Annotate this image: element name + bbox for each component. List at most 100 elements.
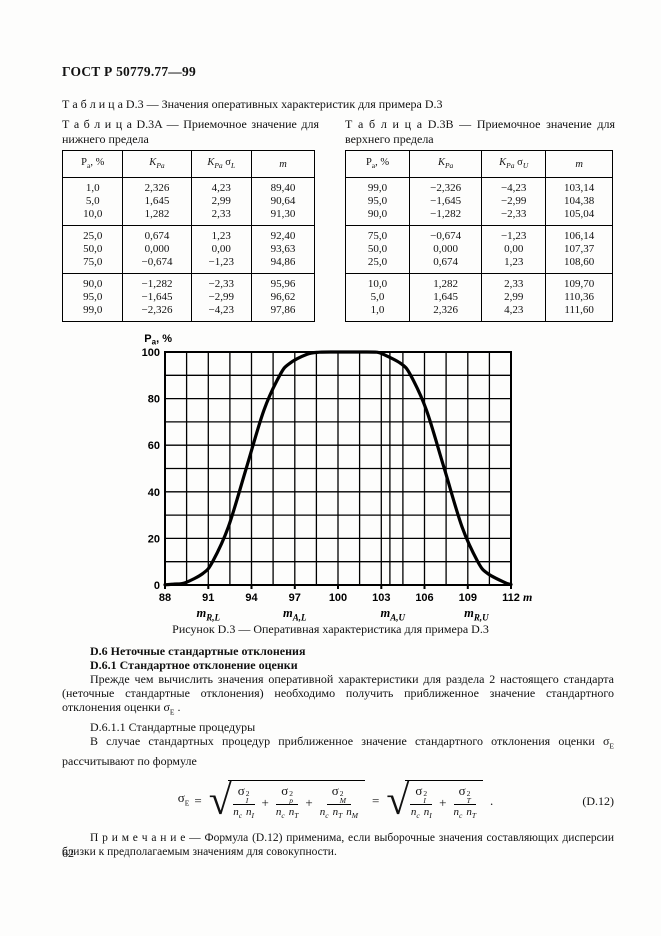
svg-text:0: 0 [154,580,160,592]
table-cell: 99,0 [83,304,103,317]
table-cell: 111,60 [545,304,613,322]
table-cell: −2,99 [190,291,252,305]
svg-text:20: 20 [148,533,160,545]
table-cell: −1,282 [122,273,191,292]
formula-part: I [245,795,249,805]
table-cell: 0,674 [409,256,482,274]
column-header: Pa, % [62,150,123,179]
table-row: 50,0 0,000 0,00 107,37 [346,243,613,257]
formula-part: nc [233,805,243,821]
table-cell: 1,0 [62,177,123,196]
svg-text:103: 103 [372,592,390,604]
table-row: 10,0 1,282 2,33 109,70 [345,273,613,292]
formula-part: √ [208,777,232,824]
table-cell: −4,23 [481,177,546,196]
svg-text:m: m [523,590,532,604]
column-header: KPa σU [481,150,546,179]
text-run: K [499,157,507,168]
table-row: 90,0 −1,282 −2,33 95,96 [62,273,315,292]
svg-text:mA,U: mA,U [381,606,406,623]
formula-part: c [325,811,329,821]
page-number: 62 [62,846,74,860]
table-cell: 1,23 [481,256,546,274]
table-row: 5,0 1,645 2,99 110,36 [346,291,613,305]
formula-part: = [194,792,202,808]
subscript: Pa [506,161,515,171]
table-cell: 103,14 [545,177,613,196]
formula-part: σ [237,782,245,798]
table-d3b: Pa, % KPa KPa σU m 99,0 −2,326 −4,23 103,14 95,0… [345,150,613,323]
column-header: m [250,150,315,179]
table-cell: −1,282 [409,208,482,226]
table-cell: 99,0 [345,177,410,196]
text-run: σ [222,157,231,168]
table-cell: 93,63 [250,243,315,257]
svg-text:91: 91 [202,592,214,604]
formula-part: σ [458,782,466,798]
table-row: 90,0 −1,282 −2,33 105,04 [346,208,613,226]
table-cell: 75,0 [345,225,410,244]
table-cell: 4,23 [190,177,252,196]
text-run: m [279,158,287,170]
formula-part: c [459,811,463,821]
formula-part: c [238,811,243,821]
svg-text:mR,L: mR,L [197,606,221,623]
table-d3a: Pa, % KPa KPa σL m 1,0 2,326 4,23 89,40 5,0 1,645… [62,150,315,323]
table-cell: 2,33 [481,273,546,292]
table-cell: 91,30 [250,208,315,226]
table-cell: 4,23 [481,304,546,322]
table-d3b-grid: Pa, % KPa KPa σU m 99,0 −2,326 −4,23 103,14 95,0… [345,150,613,323]
svg-text:60: 60 [148,440,160,452]
table-cell: 95,0 [367,195,388,208]
table-cell: 50,0 [83,243,103,256]
table-row: 95,0 −1,645 −2,99 96,62 [63,291,315,305]
text-run: . [174,700,181,715]
text-run: P [365,157,372,168]
svg-text:106: 106 [415,592,433,604]
formula-part: nT [332,805,343,821]
svg-text:mA,L: mA,L [283,606,307,623]
table-d3a-caption: Т а б л и ц а D.3A — Приемочное значение… [62,117,319,146]
table-cell: 10,0 [345,273,410,292]
heading-d611: D.6.1.1 Стандартные процедуры [90,720,256,734]
formula-part: E [184,798,190,808]
subscript: Pa [444,161,454,171]
formula-part: σ [177,790,185,806]
table-cell: −2,326 [122,304,191,322]
formula-part: nI [246,805,255,821]
subscript: Pa [156,161,165,171]
formula-part: √ [386,777,410,824]
table-cell: 50,0 [367,243,388,256]
column-header: m [545,150,613,179]
formula-part: p [289,795,293,805]
formula-part: σ [281,782,289,798]
column-header: KPa [409,150,482,179]
formula-part: I [423,795,426,805]
table-cell: −2,326 [409,177,482,196]
formula-part: T [466,795,471,805]
table-cell: 0,674 [122,225,191,244]
table-cell: 75,0 [83,256,103,269]
formula-part: 2 [466,788,471,798]
table-cell: 2,99 [481,291,546,305]
formula-part: nc nI [233,805,254,822]
table-cell: 110,36 [545,291,613,305]
paragraph-d611: В случае стандартных процедур приближенн… [62,734,614,768]
table-row: 75,0 −0,674 −1,23 106,14 [345,225,613,244]
subscript: E [609,741,614,751]
formula-part: nT [288,805,299,821]
svg-text:mR,U: mR,U [464,606,489,623]
table-cell: 2,326 [409,304,482,322]
